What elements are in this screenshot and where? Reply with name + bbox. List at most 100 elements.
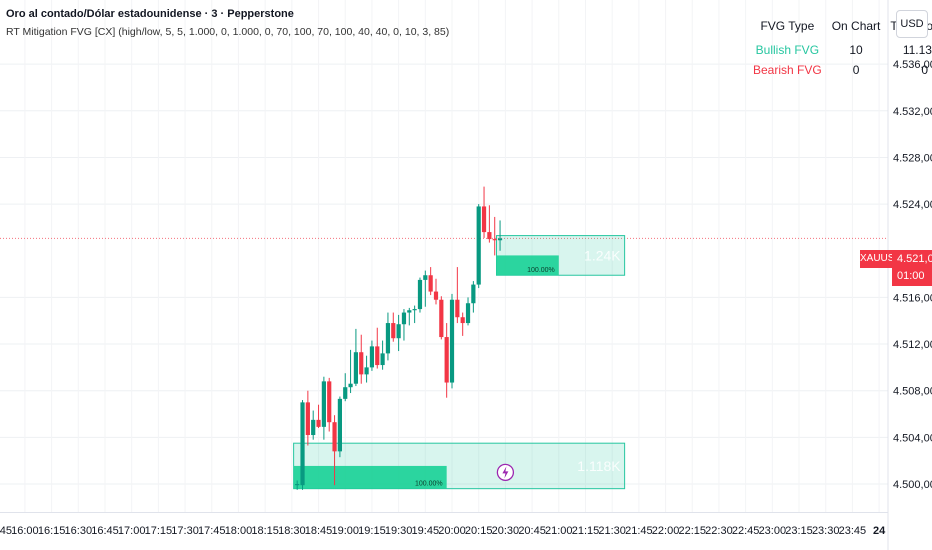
bearish-fvg-label: Bearish FVG	[753, 63, 822, 77]
candle-body	[369, 346, 375, 368]
currency-button[interactable]: USD	[896, 10, 928, 38]
y-tick-label: 4.536,00	[893, 59, 932, 71]
bearish-total-volume: 0	[921, 63, 929, 77]
candle-body	[460, 317, 465, 324]
x-tick-label: 16:30	[65, 525, 93, 537]
x-tick-label: 21:15	[572, 525, 600, 537]
x-tick-label: 17:15	[145, 525, 173, 537]
candle-body	[401, 312, 407, 325]
x-tick-label: 20:00	[438, 525, 466, 537]
candle-body	[391, 323, 396, 339]
candle-body	[497, 238, 503, 241]
y-tick-label: 4.512,00	[893, 339, 932, 351]
x-tick-label: 19:45	[412, 525, 440, 537]
x-tick-label: 22:15	[678, 525, 706, 537]
fvg-volume-label: 1.118K	[577, 458, 621, 474]
y-tick-label: 4.532,00	[893, 106, 932, 118]
candle-body	[375, 346, 380, 366]
x-tick-label: 22:00	[652, 525, 680, 537]
x-tick-label: 22:30	[705, 525, 733, 537]
x-tick-label: 17:00	[118, 525, 146, 537]
candle-body	[343, 387, 348, 399]
x-tick-label: 16:00	[11, 525, 39, 537]
candle-body	[364, 367, 369, 375]
x-tick-label: 18:45	[305, 525, 333, 537]
x-tick-label: 21:00	[545, 525, 573, 537]
x-tick-label: 23:30	[812, 525, 840, 537]
candle-body	[332, 422, 337, 452]
candle-body	[444, 337, 449, 383]
x-tick-label: 24	[873, 525, 886, 537]
candle-body	[396, 324, 401, 339]
candle-body	[417, 279, 423, 310]
bullish-fvg-label: Bullish FVG	[755, 43, 820, 57]
x-tick-label: 17:30	[171, 525, 199, 537]
fvg-volume-label: 1.24K	[584, 247, 621, 263]
table-row-bearish: Bearish FVG 0 0	[748, 60, 932, 80]
y-tick-label: 4.524,00	[893, 199, 932, 211]
fvg-mitigation-label: 100.00%	[415, 481, 443, 488]
bullish-on-chart: 10	[849, 43, 863, 57]
x-tick-label: 19:30	[385, 525, 413, 537]
candle-body	[348, 383, 353, 388]
x-tick-label: 18:00	[225, 525, 253, 537]
x-tick-label: 20:45	[518, 525, 546, 537]
x-tick-label: 19:15	[358, 525, 386, 537]
x-tick-label: 15:45	[0, 525, 12, 537]
indicator-legend[interactable]: RT Mitigation FVG [CX] (high/low, 5, 5, …	[6, 26, 450, 38]
candle-body	[492, 239, 497, 241]
current-price-tag: 4.521,06 01:00	[892, 250, 932, 286]
x-tick-label: 20:15	[465, 525, 493, 537]
candle-body	[295, 484, 300, 486]
x-tick-label: 16:15	[38, 525, 66, 537]
x-tick-label: 18:30	[278, 525, 306, 537]
candle-body	[465, 303, 471, 324]
candle-body	[407, 310, 412, 313]
x-tick-label: 21:30	[598, 525, 626, 537]
candle-body	[481, 206, 487, 233]
y-tick-label: 4.500,00	[893, 479, 932, 491]
candle-body	[321, 381, 326, 427]
candle-body	[428, 275, 433, 292]
y-tick-label: 4.508,00	[893, 386, 932, 398]
candle-body	[311, 419, 316, 436]
x-tick-label: 23:15	[785, 525, 813, 537]
x-tick-label: 21:45	[625, 525, 653, 537]
x-tick-label: 19:00	[331, 525, 359, 537]
symbol-tag: XAUUSD	[860, 250, 902, 268]
candle-body	[455, 299, 460, 318]
current-price-label: 4.521,06	[897, 253, 932, 265]
candle-body	[359, 352, 364, 375]
y-tick-label: 4.504,00	[893, 432, 932, 444]
candle-body	[423, 275, 428, 280]
chart-title: Oro al contado/Dólar estadounidense · 3 …	[6, 8, 294, 20]
bullish-total-volume: 11.134K	[902, 43, 932, 57]
x-tick-label: 16:45	[91, 525, 119, 537]
x-tick-label: 18:15	[251, 525, 279, 537]
candle-countdown: 01:00	[897, 270, 925, 282]
candle-body	[471, 284, 476, 304]
candle-body	[412, 309, 417, 311]
candle-body	[385, 323, 391, 354]
table-header-on-chart: On Chart	[831, 19, 881, 33]
y-tick-label: 4.516,00	[893, 292, 932, 304]
lightning-bolt-icon	[502, 466, 509, 479]
candle-body	[300, 402, 305, 486]
candle-body	[337, 398, 342, 452]
table-header-fvg-type: FVG Type	[760, 19, 815, 33]
x-tick-label: 23:00	[759, 525, 787, 537]
bearish-on-chart: 0	[852, 63, 860, 77]
candle-body	[433, 291, 439, 300]
chart-header: Oro al contado/Dólar estadounidense · 3 …	[6, 8, 449, 38]
y-tick-label: 4.528,00	[893, 152, 932, 164]
candle-body	[476, 206, 481, 285]
candle-body	[380, 353, 385, 366]
candle-body	[439, 299, 444, 338]
x-tick-label: 17:45	[198, 525, 226, 537]
fvg-mitigation-label: 100.00%	[527, 267, 555, 274]
fvg-mitigation-fill	[496, 255, 559, 276]
candle-body	[305, 402, 310, 436]
candle-body	[316, 419, 321, 427]
table-row-bullish: Bullish FVG 10 11.134K	[748, 40, 932, 60]
